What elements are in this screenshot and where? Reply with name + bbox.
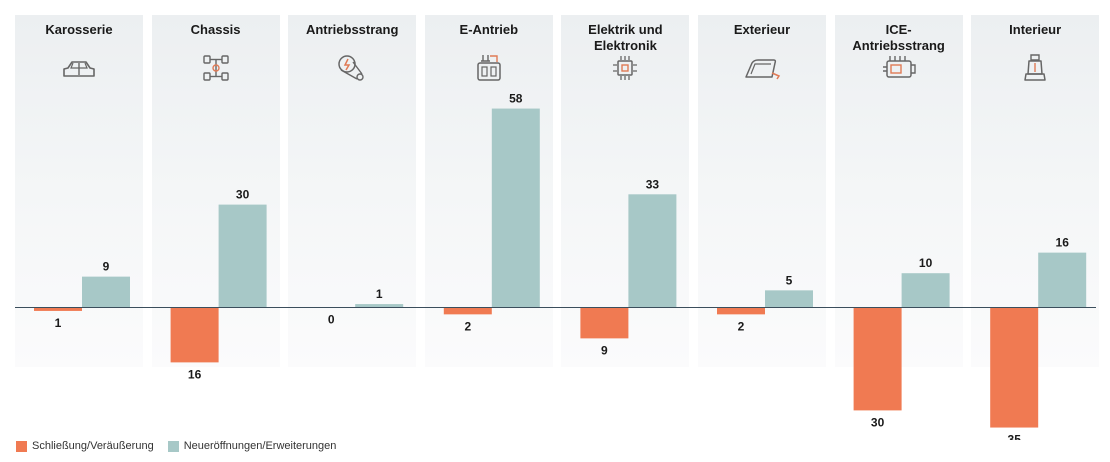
closure-bar-ice-antriebsstrang <box>853 307 902 411</box>
opening-bar-antriebsstrang <box>355 304 404 308</box>
category-title-line: Interieur <box>1009 22 1062 37</box>
category-title-line: Antriebsstrang <box>305 22 399 37</box>
category-title-antriebsstrang: Antriebsstrang <box>288 22 416 38</box>
opening-bar-exterieur <box>765 290 813 308</box>
legend: Schließung/Veräußerung Neueröffnungen/Er… <box>16 440 350 452</box>
category-panel-antriebsstrang: Antriebsstrang <box>288 15 417 367</box>
chip-icon <box>605 53 645 83</box>
closure-value-label-elektrik-und-elektronik: 9 <box>601 343 608 357</box>
closure-value-label-e-antrieb: 2 <box>464 319 471 333</box>
category-title-ice-antriebsstrang: ICE- Antriebsstrang <box>835 22 963 54</box>
engine-icon <box>879 53 919 83</box>
category-title-chassis: Chassis <box>152 22 280 38</box>
closure-bar-exterieur <box>717 307 765 315</box>
opening-value-label-interieur: 16 <box>1056 236 1070 250</box>
legend-swatch-closure <box>16 440 27 452</box>
category-title-line: E-Antrieb <box>459 22 519 37</box>
chassis-icon <box>196 53 236 83</box>
closure-bar-karosserie <box>34 307 82 311</box>
legend-label-opening: Neueröffnungen/Erweiterungen <box>183 440 337 452</box>
opening-bar-chassis <box>218 204 267 308</box>
opening-bar-e-antrieb <box>491 108 540 308</box>
opening-bar-ice-antriebsstrang <box>901 273 950 308</box>
closure-value-label-chassis: 16 <box>188 367 202 381</box>
closure-value-label-interieur: 35 <box>1008 433 1022 440</box>
closure-bar-chassis <box>170 307 219 363</box>
legend-item-closure: Schließung/Veräußerung <box>16 440 154 452</box>
drivetrain-icon <box>332 53 372 83</box>
opening-bar-karosserie <box>82 276 130 308</box>
closure-value-label-antriebsstrang: 0 <box>328 313 335 327</box>
category-title-line: Antriebsstrang <box>852 38 945 53</box>
side-mirror-icon <box>742 53 782 83</box>
bar-chart: 1 9 16 30 0 1 2 58 9 33 2 5 30 10 35 16 <box>15 92 1096 440</box>
opening-bar-interieur <box>1038 252 1087 308</box>
opening-value-label-elektrik-und-elektronik: 33 <box>646 177 660 191</box>
opening-value-label-ice-antriebsstrang: 10 <box>919 256 933 270</box>
closure-value-label-karosserie: 1 <box>55 316 62 330</box>
opening-value-label-e-antrieb: 58 <box>509 92 523 106</box>
legend-label-closure: Schließung/Veräußerung <box>32 440 154 452</box>
category-title-line: ICE- <box>885 22 912 37</box>
legend-item-opening: Neueröffnungen/Erweiterungen <box>167 440 337 452</box>
category-title-line: Chassis <box>190 22 241 37</box>
closure-bar-elektrik-und-elektronik <box>580 307 629 339</box>
category-title-exterieur: Exterieur <box>698 22 826 38</box>
closure-bar-e-antrieb <box>443 307 492 315</box>
category-title-line: Elektrik und <box>588 22 663 37</box>
opening-value-label-antriebsstrang: 1 <box>376 287 383 301</box>
car-seat-icon <box>1015 53 1055 83</box>
category-title-e-antrieb: E-Antrieb <box>425 22 553 38</box>
opening-value-label-exterieur: 5 <box>786 273 793 287</box>
legend-swatch-opening <box>167 440 179 452</box>
category-title-interieur: Interieur <box>971 22 1099 38</box>
category-title-elektrik-und-elektronik: Elektrik und Elektronik <box>561 22 689 54</box>
opening-value-label-karosserie: 9 <box>103 260 110 274</box>
e-drive-icon <box>469 53 509 83</box>
category-title-line: Exterieur <box>733 22 791 37</box>
closure-value-label-ice-antriebsstrang: 30 <box>871 415 885 429</box>
category-title-line: Elektronik <box>593 38 657 53</box>
category-title-line: Karosserie <box>45 22 113 37</box>
opening-value-label-chassis: 30 <box>236 188 250 202</box>
closure-bar-interieur <box>990 307 1039 428</box>
closure-value-label-exterieur: 2 <box>738 319 745 333</box>
opening-bar-elektrik-und-elektronik <box>628 194 677 308</box>
car-body-icon <box>59 53 99 83</box>
category-title-karosserie: Karosserie <box>15 22 143 38</box>
